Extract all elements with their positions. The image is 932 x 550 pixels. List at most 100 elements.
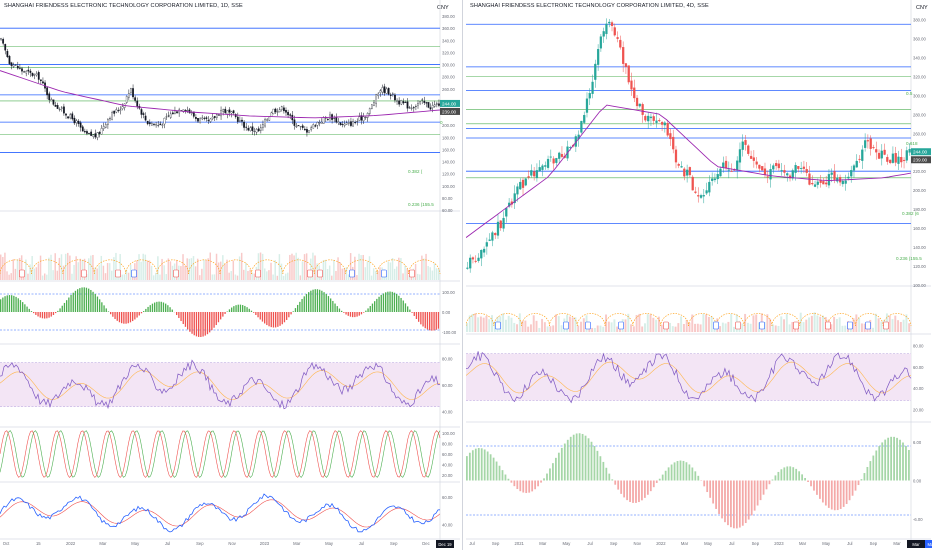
candle-body [427,102,430,108]
histogram-bar [848,480,851,501]
histogram-bar [498,465,501,481]
time-axis-tick: May [131,541,140,546]
candle-body [421,99,424,101]
candle-body [14,64,17,66]
right-chart-canvas[interactable]: 380.00 360.00 340.00 320.00 300.00 280.00 260.… [466,0,932,550]
histogram-bar [26,306,28,312]
stochastic-d-line [0,430,441,478]
cycle-arc [604,313,634,327]
histogram-bar [483,449,486,481]
candle-body [174,110,176,114]
volume-bar [880,321,883,332]
volume-bar [190,258,193,280]
volume-bar [719,326,722,332]
histogram-bar [777,471,780,481]
volume-bar [37,263,40,280]
cycle-arc [827,313,856,327]
candle-body [134,97,137,101]
histogram-bar [694,471,697,481]
candle-body [39,79,42,82]
histogram-bar [4,296,6,312]
histogram-bar [387,291,389,312]
left-chart-panel[interactable]: SHANGHAI FRIENDESS ELECTRONIC TECHNOLOGY… [0,0,463,550]
volume-bar [136,260,138,280]
candle-body [306,129,308,133]
candle-body [251,126,254,131]
volume-bar [291,253,293,280]
volume-bar [574,317,577,332]
volume-bar [264,268,266,280]
oscillator-axis-tick: 80.00 [442,356,453,361]
volume-bar [596,325,599,332]
histogram-bar [842,480,845,507]
candle-body [232,110,235,114]
histogram-bar [198,312,200,337]
candle-body [352,121,354,127]
histogram-bar [74,290,77,312]
histogram-bar [409,309,411,312]
histogram-bar [724,480,726,523]
rsi-line [0,359,441,410]
candle-body [190,112,193,114]
candle-body [362,116,365,122]
candle-body [466,267,469,269]
candle-body [350,121,352,126]
volume-bar [201,268,203,280]
candle-body [431,105,434,108]
histogram-bar [563,443,566,481]
left-chart-canvas[interactable]: 380.00 360.00 340.00 320.00 300.00 280.00 260.… [0,0,462,550]
volume-bar [541,318,544,332]
histogram-bar [41,312,44,319]
candle-body [672,136,675,150]
price-badge [911,148,931,156]
oscillator-axis-tick: 6.00 [913,440,922,445]
candle-body [816,181,819,185]
histogram-bar [376,298,378,312]
histogram-bar [875,450,878,481]
time-axis-tick: Jul [847,541,852,546]
time-axis-tick: Jul [729,541,734,546]
histogram-bar [275,312,277,328]
candle-body [8,56,11,64]
candle-body [594,63,597,80]
histogram-bar [795,468,798,481]
candle-body [50,99,53,102]
volume-bar [819,316,822,332]
candle-body [730,170,733,172]
candle-body [530,170,533,176]
candle-body [813,184,817,187]
volume-bar [266,271,268,280]
candle-body [861,149,864,161]
right-chart-panel[interactable]: SHANGHAI FRIENDESS ELECTRONIC TECHNOLOGY… [466,0,932,550]
candle-body [201,117,204,120]
price-axis-tick: 340.00 [442,38,455,43]
candle-body [358,116,361,121]
candle-body [738,149,742,163]
volume-bar [106,263,109,280]
volume-bar [322,260,325,280]
histogram-bar [741,480,744,526]
cycle-arc [855,313,884,327]
price-axis-tick: 120.00 [913,264,926,269]
histogram-bar [420,312,422,325]
volume-bar [88,258,90,280]
candle-body [90,131,93,136]
volume-bar [356,275,358,280]
volume-bar [108,263,111,280]
histogram-bar [19,300,22,312]
price-badge-label: 244.00 [442,101,456,106]
volume-bar [92,254,94,280]
candle-body [274,108,277,113]
candle-body [96,132,99,138]
volume-bar [488,319,491,332]
histogram-bar [854,480,857,491]
histogram-bar [807,480,809,483]
histogram-bar [266,312,268,326]
histogram-bar [566,439,569,481]
candle-body [276,111,279,113]
volume-bar [316,263,318,280]
histogram-bar [160,301,162,312]
volume-bar [894,315,897,332]
histogram-bar [70,294,72,312]
volume-bar [358,253,360,280]
